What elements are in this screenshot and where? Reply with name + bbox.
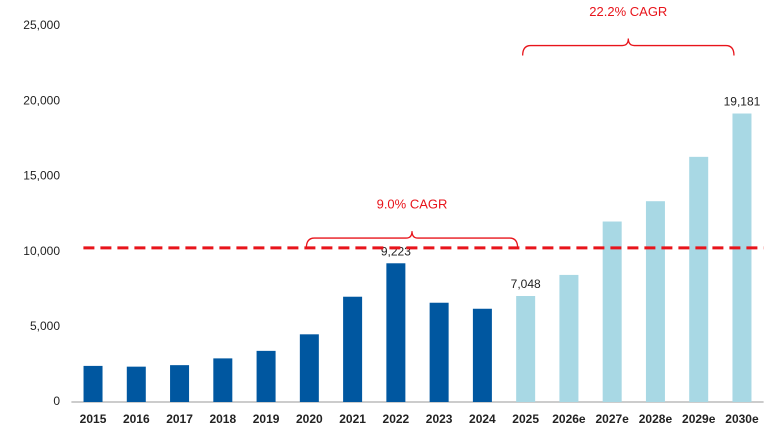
bar <box>170 365 190 402</box>
bar <box>213 358 233 402</box>
bar <box>343 296 363 402</box>
value-label: 19,181 <box>724 95 761 109</box>
y-tick-label: 10,000 <box>23 244 60 258</box>
x-tick-label: 2015 <box>80 412 107 426</box>
x-tick-label: 2029e <box>682 412 716 426</box>
bar <box>559 274 579 402</box>
value-label: 7,048 <box>511 277 541 291</box>
bar <box>126 366 146 402</box>
bar <box>645 201 665 402</box>
value-label: 9,223 <box>381 244 411 258</box>
x-tick-label: 2016 <box>123 412 150 426</box>
x-tick-label: 2017 <box>166 412 193 426</box>
bar <box>386 263 406 402</box>
x-tick-label: 2021 <box>339 412 366 426</box>
x-tick-label: 2020 <box>296 412 323 426</box>
x-tick-label: 2030e <box>725 412 759 426</box>
bar <box>83 365 103 402</box>
bar <box>429 302 449 402</box>
x-tick-label: 2027e <box>595 412 629 426</box>
bar <box>602 221 622 402</box>
bar <box>472 308 492 402</box>
y-tick-label: 25,000 <box>23 18 60 32</box>
x-tick-label: 2024 <box>469 412 496 426</box>
annotation: 22.2% CAGR <box>589 4 667 19</box>
bar <box>689 156 709 402</box>
x-tick-label: 2026e <box>552 412 586 426</box>
x-tick-label: 2022 <box>383 412 410 426</box>
bracket <box>522 38 735 56</box>
bar <box>299 334 319 402</box>
x-tick-label: 2023 <box>426 412 453 426</box>
x-tick-label: 2028e <box>639 412 673 426</box>
y-tick-label: 5,000 <box>30 319 60 333</box>
x-tick-label: 2018 <box>209 412 236 426</box>
bar <box>256 350 276 402</box>
annotation: 9.0% CAGR <box>377 197 448 212</box>
bracket <box>305 231 519 249</box>
bar <box>732 113 752 402</box>
x-tick-label: 2025 <box>512 412 539 426</box>
x-tick-label: 2019 <box>253 412 280 426</box>
y-tick-label: 0 <box>53 394 60 408</box>
bar <box>516 295 536 402</box>
y-tick-label: 20,000 <box>23 93 60 107</box>
y-tick-label: 15,000 <box>23 169 60 183</box>
